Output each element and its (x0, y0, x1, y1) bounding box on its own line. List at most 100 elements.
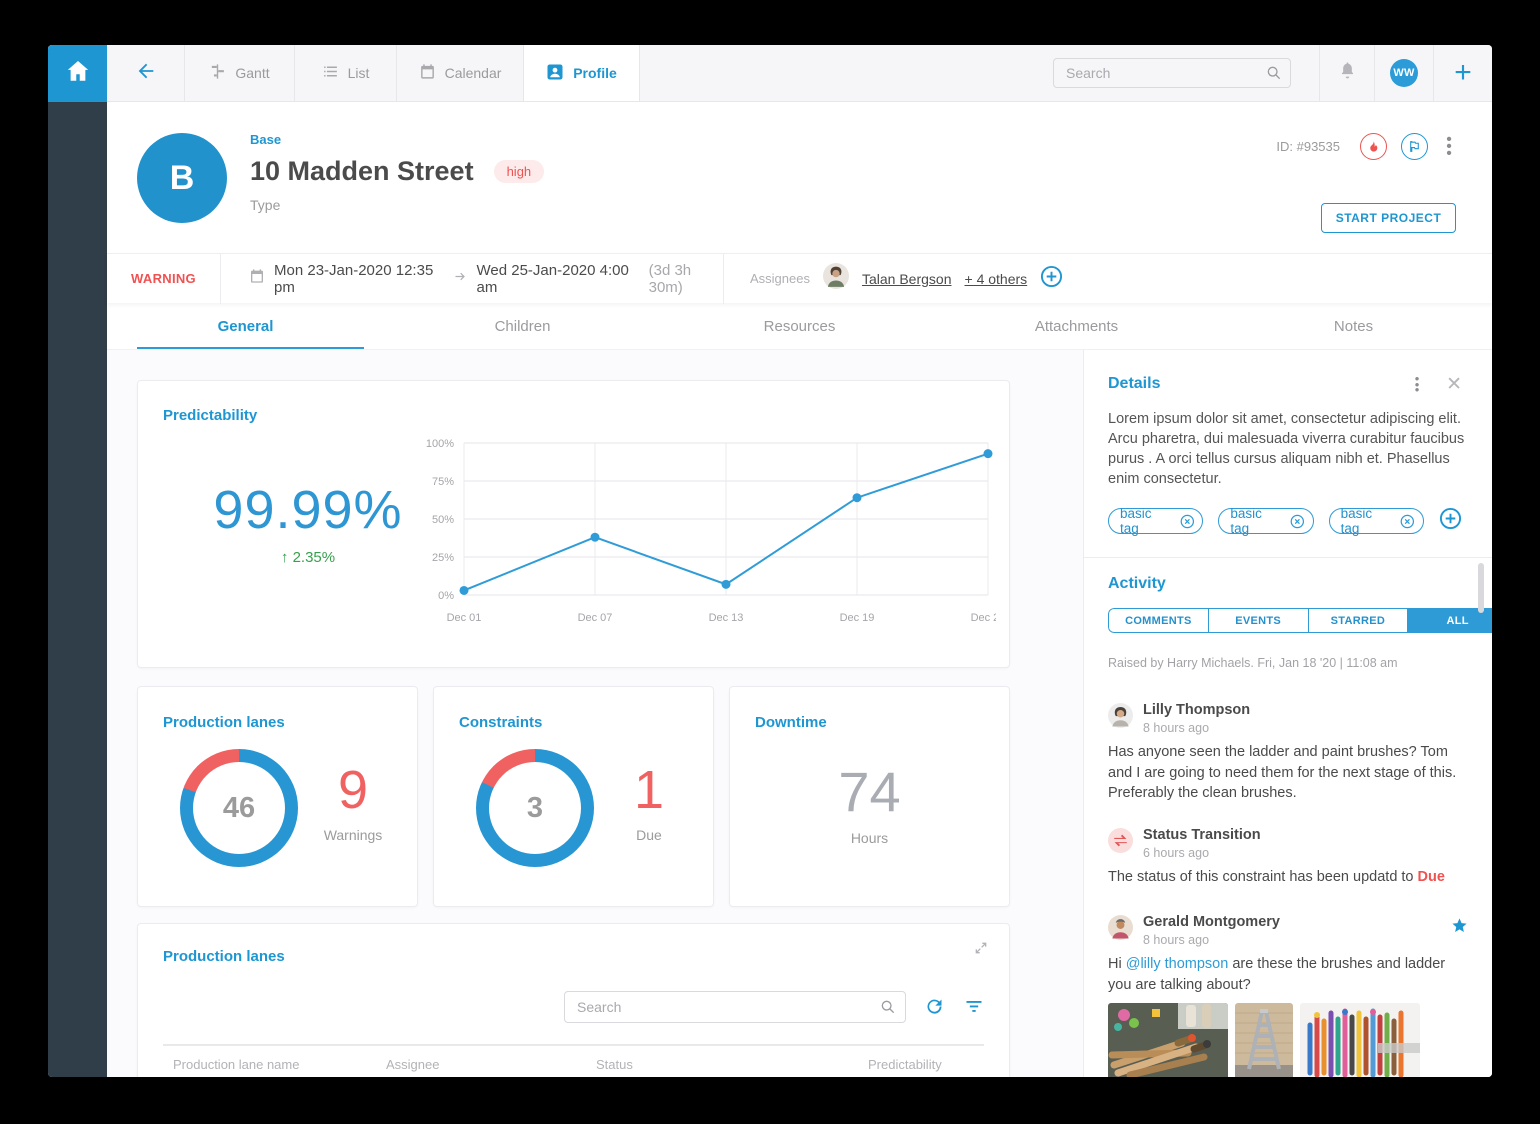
hot-button[interactable] (1360, 133, 1387, 160)
activity-title: Activity (1108, 575, 1166, 592)
user-menu[interactable]: WW (1375, 59, 1433, 87)
svg-text:25%: 25% (432, 552, 454, 564)
avatar (1108, 915, 1133, 947)
add-tag-button[interactable] (1439, 507, 1462, 535)
expand-button[interactable] (973, 940, 989, 961)
filter-starred[interactable]: STARRED (1307, 608, 1408, 633)
card-title: Production lanes (163, 714, 285, 731)
donut-total: 3 (489, 762, 581, 854)
flame-icon (1370, 141, 1378, 152)
priority-badge: high (493, 160, 545, 183)
topbar-right: WW + (1053, 45, 1492, 102)
paint-brushes-photo[interactable] (1108, 1003, 1228, 1077)
tab-general[interactable]: General (107, 303, 384, 349)
production-lanes-table-card: Production lanes Production lane name As… (137, 923, 1010, 1077)
tag-pill[interactable]: basic tag (1108, 506, 1204, 536)
more-assignees-link[interactable]: + 4 others (964, 270, 1028, 287)
filter-all[interactable]: ALL (1407, 608, 1492, 633)
tab-notes[interactable]: Notes (1333, 317, 1374, 335)
due-label: Due (636, 827, 662, 843)
downtime-block: 74 Hours (730, 759, 1009, 846)
tab-children[interactable]: Children (494, 317, 551, 335)
entry-author[interactable]: Gerald Montgomery (1143, 914, 1280, 931)
divider (220, 253, 221, 304)
svg-text:100%: 100% (426, 438, 454, 450)
table-search (564, 991, 906, 1023)
nav-tab-label: Profile (573, 65, 617, 81)
notifications-button[interactable] (1320, 61, 1374, 85)
assignee-name-link[interactable]: Talan Bergson (861, 270, 952, 287)
start-project-button[interactable]: START PROJECT (1321, 203, 1456, 233)
card-title: Predictability (163, 407, 258, 424)
tag-pill[interactable]: basic tag (1218, 506, 1314, 536)
svg-text:Dec 19: Dec 19 (840, 612, 875, 624)
column-header[interactable]: Production lane name (173, 1057, 300, 1072)
add-new-button[interactable]: + (1434, 58, 1492, 88)
svg-text:Dec 07: Dec 07 (578, 612, 613, 624)
remove-tag-icon[interactable] (1180, 514, 1195, 529)
nav-tab-list[interactable]: List (295, 45, 397, 101)
star-icon[interactable] (1451, 917, 1468, 939)
breadcrumb[interactable]: Base (250, 132, 282, 147)
predictability-delta: ↑ 2.35% (280, 549, 336, 566)
activity-entry: Lilly Thompson 8 hours ago Has anyone se… (1108, 702, 1462, 804)
constraints-donut: 3 (476, 749, 594, 867)
home-button[interactable] (48, 45, 107, 102)
nav-tab-calendar[interactable]: Calendar (397, 45, 524, 101)
remove-tag-icon[interactable] (1400, 514, 1415, 529)
ladder-photo[interactable] (1235, 1003, 1293, 1077)
status-due-highlight: Due (1417, 868, 1445, 885)
add-assignee-button[interactable] (1040, 265, 1063, 293)
bell-icon (1338, 61, 1357, 85)
details-more-menu-icon[interactable]: • • • (1414, 370, 1420, 398)
raised-by-line: Raised by Harry Michaels. Fri, Jan 18 '2… (1108, 656, 1398, 670)
mention-link[interactable]: @lilly thompson (1125, 956, 1229, 973)
downtime-card: Downtime 74 Hours (729, 686, 1010, 907)
svg-text:75%: 75% (432, 476, 454, 488)
nav-tab-profile[interactable]: Profile (524, 45, 640, 101)
calendar-small-icon (249, 268, 265, 289)
project-header: B Base 10 Madden Street high Type ID: #9… (107, 102, 1492, 253)
more-menu-icon[interactable]: • • • (1446, 130, 1452, 163)
close-icon[interactable]: ✕ (1446, 374, 1462, 395)
nav-tab-gantt[interactable]: Gantt (185, 45, 295, 101)
filter-comments[interactable]: COMMENTS (1108, 608, 1208, 633)
column-header[interactable]: Predictability (868, 1057, 942, 1072)
entry-time: 8 hours ago (1143, 720, 1210, 735)
tag-pill[interactable]: basic tag (1328, 506, 1424, 536)
entry-author: Status Transition (1143, 826, 1261, 843)
column-header[interactable]: Status (596, 1057, 633, 1072)
main-content: Predictability 99.99% ↑ 2.35% 100% 75% 50%… (107, 350, 1492, 1077)
divider (1084, 557, 1492, 558)
card-title: Constraints (459, 714, 543, 731)
activity-filter-tabs: COMMENTS EVENTS STARRED ALL (1108, 608, 1492, 633)
details-description: Lorem ipsum dolor sit amet, consectetur … (1108, 411, 1465, 487)
search-input[interactable] (1053, 58, 1291, 88)
filter-button[interactable] (964, 996, 984, 1021)
predictability-line-chart: 100% 75% 50% 25% 0% Dec 01 Dec 07 Dec 13 Dec 19 D… (426, 438, 996, 624)
project-id: ID: #93535 (1276, 139, 1340, 154)
back-button[interactable] (107, 45, 185, 101)
refresh-button[interactable] (924, 996, 945, 1022)
schedule-dates[interactable]: Mon 23-Jan-2020 12:35 pm Wed 25-Jan-2020… (221, 262, 723, 296)
assignee-avatar[interactable] (822, 263, 849, 294)
top-navigation-bar: Gantt List Calendar Profile (48, 45, 1492, 102)
remove-tag-icon[interactable] (1290, 514, 1305, 529)
details-title: Details (1108, 375, 1161, 392)
plus-icon: + (1454, 56, 1472, 89)
column-header[interactable]: Assignee (386, 1057, 440, 1072)
entry-author[interactable]: Lilly Thompson (1143, 702, 1251, 718)
search-icon (1266, 65, 1282, 86)
predictability-value: 99.99% (213, 480, 403, 540)
table-search-input[interactable] (564, 991, 906, 1023)
panel-scrollbar[interactable] (1478, 563, 1484, 613)
status-transition-icon (1108, 827, 1133, 860)
downtime-label: Hours (850, 830, 889, 846)
tab-resources[interactable]: Resources (763, 317, 836, 335)
plus-circle-icon (1439, 507, 1462, 530)
svg-text:0%: 0% (438, 590, 454, 602)
flag-button[interactable] (1401, 133, 1428, 160)
colorful-brushes-photo[interactable] (1300, 1003, 1420, 1077)
filter-events[interactable]: EVENTS (1207, 608, 1308, 633)
tab-attachments[interactable]: Attachments (1034, 317, 1119, 335)
